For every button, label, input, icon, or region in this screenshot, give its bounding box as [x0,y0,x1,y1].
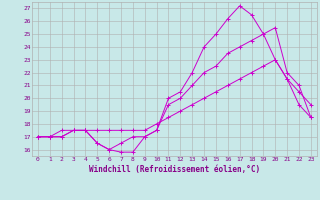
X-axis label: Windchill (Refroidissement éolien,°C): Windchill (Refroidissement éolien,°C) [89,165,260,174]
